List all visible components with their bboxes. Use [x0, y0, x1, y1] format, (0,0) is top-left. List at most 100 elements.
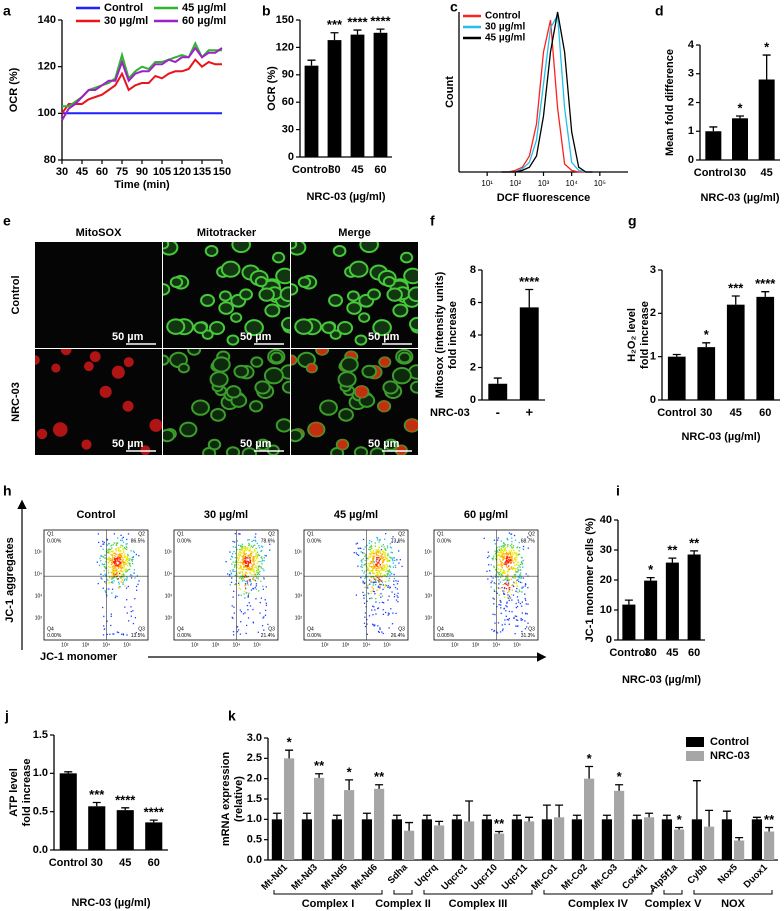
- event-dot: [364, 594, 366, 596]
- event-dot: [381, 601, 384, 603]
- event-dot: [370, 576, 373, 579]
- event-dot: [518, 576, 520, 579]
- event-dot: [244, 553, 247, 556]
- event-dot: [516, 596, 519, 598]
- cell: [254, 380, 271, 395]
- event-dot: [244, 546, 246, 548]
- event-dot: [375, 550, 377, 552]
- significance: *: [704, 327, 710, 342]
- event-dot: [500, 565, 503, 567]
- micrograph-content: [35, 349, 162, 455]
- event-dot: [355, 543, 357, 545]
- x-tick-label: Nox5: [716, 862, 741, 887]
- event-dot: [517, 569, 519, 571]
- event-dot: [119, 558, 121, 560]
- event-dot: [252, 551, 254, 553]
- event-dot: [483, 537, 485, 539]
- event-dot: [501, 572, 503, 575]
- cell: [204, 244, 219, 257]
- event-dot: [500, 569, 502, 571]
- event-dot: [513, 585, 515, 588]
- event-dot: [367, 576, 369, 578]
- cell: [372, 319, 392, 337]
- event-dot: [110, 559, 112, 562]
- event-dot: [131, 556, 134, 559]
- event-dot: [232, 568, 234, 571]
- ros-signal: [149, 418, 162, 432]
- event-dot: [375, 560, 377, 562]
- error-bar: [702, 342, 711, 348]
- event-dot: [249, 546, 252, 548]
- event-dot: [112, 576, 114, 579]
- event-dot: [357, 547, 359, 550]
- event-dot: [122, 581, 124, 584]
- y-tick-label: 10⁵: [34, 549, 42, 555]
- event-dot: [379, 575, 382, 578]
- event-dot: [243, 565, 245, 567]
- error-bar: [315, 773, 324, 778]
- event-dot: [239, 561, 241, 564]
- error-bar: [121, 807, 130, 811]
- event-dot: [251, 567, 253, 569]
- event-dot: [524, 597, 526, 600]
- event-dot: [360, 565, 362, 568]
- event-dot: [246, 569, 248, 571]
- x-tick-label: 10⁴: [233, 642, 241, 648]
- plot-title: 30 µg/ml: [204, 509, 248, 521]
- event-dot: [244, 548, 246, 550]
- event-dot: [517, 571, 519, 573]
- event-dot: [498, 583, 500, 585]
- event-dot: [371, 586, 373, 588]
- event-dot: [505, 549, 507, 552]
- event-dot: [244, 584, 247, 586]
- cell: [230, 312, 243, 323]
- event-dot: [133, 569, 136, 571]
- y-tick-label: 30: [600, 544, 612, 556]
- event-dot: [131, 560, 134, 562]
- event-dot: [252, 577, 255, 579]
- event-dot: [258, 566, 260, 568]
- event-dot: [372, 581, 374, 584]
- y-tick-label: 4: [470, 329, 477, 341]
- event-dot: [388, 565, 391, 568]
- event-dot: [126, 575, 128, 578]
- bar: [488, 383, 508, 400]
- event-dot: [364, 546, 366, 548]
- event-dot: [514, 556, 516, 559]
- event-dot: [104, 566, 106, 568]
- event-dot: [505, 610, 507, 612]
- legend-swatch: [686, 751, 704, 761]
- event-dot: [246, 560, 248, 562]
- cell: [399, 251, 414, 264]
- event-dot: [505, 576, 508, 578]
- event-dot: [241, 543, 243, 545]
- x-tick-label: 10²: [191, 642, 199, 648]
- event-dot: [374, 593, 376, 595]
- event-dot: [120, 573, 123, 576]
- event-dot: [239, 576, 241, 579]
- event-dot: [114, 570, 117, 572]
- cell: [386, 287, 403, 302]
- event-dot: [243, 550, 246, 553]
- event-dot: [100, 573, 102, 575]
- x-tick-label: 90: [136, 166, 148, 178]
- event-dot: [504, 623, 506, 625]
- event-dot: [117, 560, 119, 562]
- event-dot: [397, 600, 399, 603]
- column-label: Merge: [338, 227, 370, 239]
- event-dot: [502, 550, 505, 552]
- cell: [338, 407, 354, 422]
- cell: [407, 286, 418, 303]
- event-dot: [361, 559, 363, 561]
- event-dot: [499, 587, 501, 590]
- event-dot: [498, 551, 500, 553]
- event-dot: [516, 588, 518, 590]
- event-dot: [393, 573, 395, 576]
- event-dot: [505, 615, 507, 617]
- event-dot: [376, 549, 379, 552]
- event-dot: [506, 554, 508, 556]
- event-dot: [126, 634, 128, 636]
- x-axis-label: NRC-03 (µg/ml): [622, 674, 701, 686]
- event-dot: [381, 553, 383, 555]
- event-dot: [378, 587, 381, 590]
